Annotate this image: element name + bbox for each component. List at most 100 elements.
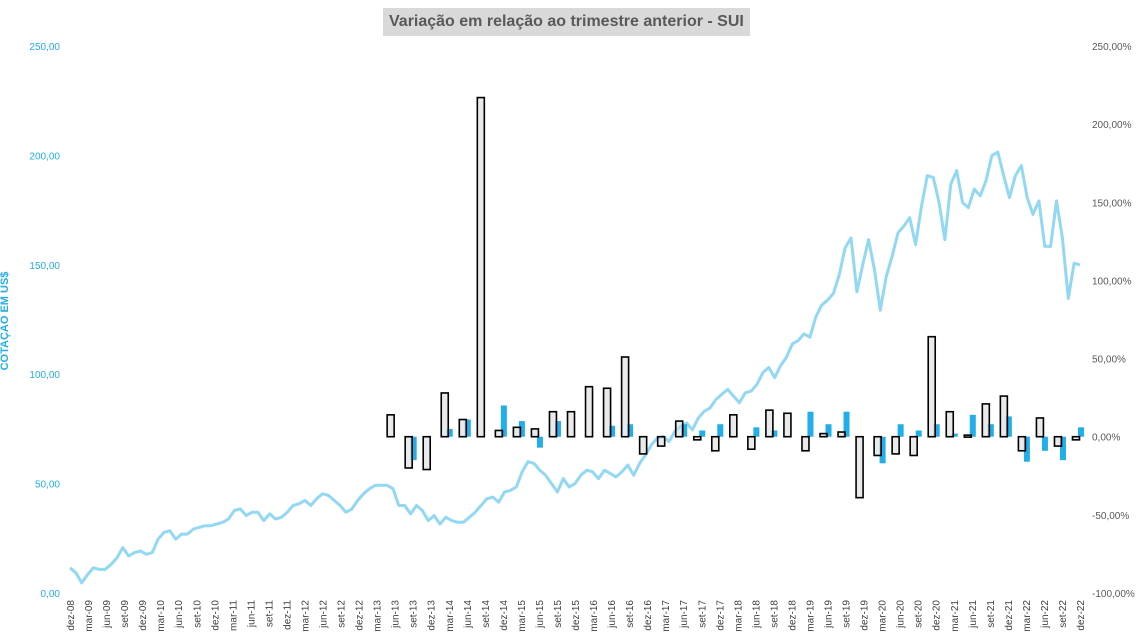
index-bar: [500, 405, 507, 437]
index-bar: [879, 436, 886, 464]
variation-bar: [710, 435, 720, 452]
x-tick-label: dez-16: [643, 600, 654, 631]
index-bar: [807, 411, 814, 437]
x-tick-label: dez-13: [427, 600, 438, 631]
x-tick-label: dez-20: [932, 600, 943, 631]
x-tick-label: jun-21: [968, 600, 979, 629]
variation-bar: [530, 428, 540, 438]
variation-bar: [873, 435, 882, 457]
variation-bar: [783, 412, 792, 438]
variation-bar: [855, 435, 864, 499]
x-tick-label: set-19: [842, 600, 853, 628]
index-bar: [843, 411, 850, 437]
index-bar: [1023, 436, 1030, 462]
index-bar: [681, 424, 688, 437]
variation-bar: [476, 96, 486, 438]
index-bar: [554, 421, 561, 437]
x-tick-label: mar-09: [84, 600, 95, 632]
variation-bar: [566, 410, 576, 438]
index-bar: [609, 425, 616, 437]
variation-bar: [729, 414, 738, 438]
variation-bar: [1053, 435, 1063, 447]
x-tick-label: jun-15: [535, 600, 546, 629]
x-tick-label: jun-20: [896, 600, 907, 629]
x-tick-label: set-20: [914, 600, 925, 628]
variation-bar: [1017, 435, 1027, 452]
variation-bar: [584, 385, 594, 438]
x-tick-label: dez-12: [355, 600, 366, 631]
variation-bar: [801, 435, 810, 452]
x-tick-label: set-21: [986, 600, 997, 628]
x-tick-label: set-18: [769, 600, 780, 628]
x-tick-label: jun-22: [1040, 600, 1051, 629]
x-tick-label: jun-16: [607, 600, 618, 629]
index-bar: [699, 430, 706, 437]
variation-bar: [386, 414, 395, 438]
x-tick-label: dez-18: [787, 600, 798, 631]
x-tick-label: set-13: [409, 600, 420, 628]
x-tick-label: dez-22: [1076, 600, 1087, 631]
x-tick-label: set-14: [481, 600, 492, 628]
variation-bar: [1035, 417, 1045, 438]
x-tick-label: mar-11: [228, 600, 239, 631]
index-bar: [627, 424, 634, 437]
x-tick-label: jun-11: [246, 600, 257, 628]
x-tick-label: dez-19: [860, 600, 871, 631]
axis-layer: 0,00 50,00 100,00 150,00 200,00 250,00 -100,00…: [29, 42, 1135, 632]
x-tick-label: mar-20: [878, 600, 889, 632]
y-right-tick-label: 150,00%: [1092, 198, 1132, 209]
index-bar: [410, 436, 417, 461]
index-bar: [1078, 427, 1084, 437]
index-bar: [933, 424, 940, 437]
bar-layer: [386, 96, 1084, 499]
y-right-tick-label: 50,00%: [1092, 355, 1126, 366]
y-left-tick-label: 100,00: [29, 370, 60, 381]
index-bar: [1041, 436, 1048, 451]
y-right-tick-label: -100,00%: [1092, 589, 1135, 600]
x-tick-label: set-16: [625, 600, 636, 628]
x-tick-label: jun-19: [824, 600, 835, 629]
variation-bar: [602, 387, 612, 438]
variation-bar: [927, 335, 937, 438]
y-right-tick-label: 0,00%: [1092, 433, 1120, 444]
x-tick-label: dez-09: [138, 600, 149, 631]
x-tick-label: set-10: [192, 600, 203, 628]
index-bar: [1059, 436, 1066, 461]
x-tick-label: jun-10: [174, 600, 185, 629]
x-tick-label: mar-13: [373, 600, 384, 632]
variation-bar: [981, 403, 991, 438]
y-left-tick-label: 50,00: [35, 480, 60, 491]
variation-bar: [692, 435, 702, 441]
variation-bar: [548, 410, 558, 438]
y-left-tick-label: 0,00: [41, 589, 61, 600]
index-bar: [915, 430, 922, 437]
index-bar: [753, 427, 760, 437]
chart-title: Variação em relação ao trimestre anterio…: [383, 8, 750, 36]
x-tick-label: set-11: [264, 600, 275, 627]
variation-bar: [638, 435, 648, 455]
index-bar: [536, 436, 543, 448]
index-bar: [1005, 416, 1012, 437]
x-tick-label: jun-12: [319, 600, 330, 629]
x-tick-label: set-12: [337, 600, 348, 628]
index-bar: [951, 433, 958, 437]
variation-bar: [512, 426, 522, 438]
x-tick-label: dez-15: [571, 600, 582, 631]
variation-bar: [404, 435, 413, 469]
y-right-tick-label: 100,00%: [1092, 276, 1132, 287]
variation-bar: [963, 434, 973, 438]
x-tick-label: dez-11: [282, 600, 293, 630]
x-tick-label: set-09: [120, 600, 131, 628]
variation-bar: [620, 356, 630, 438]
x-tick-label: mar-18: [733, 600, 744, 632]
variation-bar: [819, 432, 828, 438]
x-tick-label: mar-19: [805, 600, 816, 632]
variation-bar: [837, 431, 846, 438]
y-right-tick-label: 250,00%: [1092, 42, 1132, 53]
x-tick-label: mar-15: [517, 600, 528, 632]
x-tick-label: jun-18: [751, 600, 762, 629]
x-tick-label: set-15: [553, 600, 564, 628]
line-layer: [69, 150, 1081, 585]
x-tick-label: mar-12: [300, 600, 311, 632]
